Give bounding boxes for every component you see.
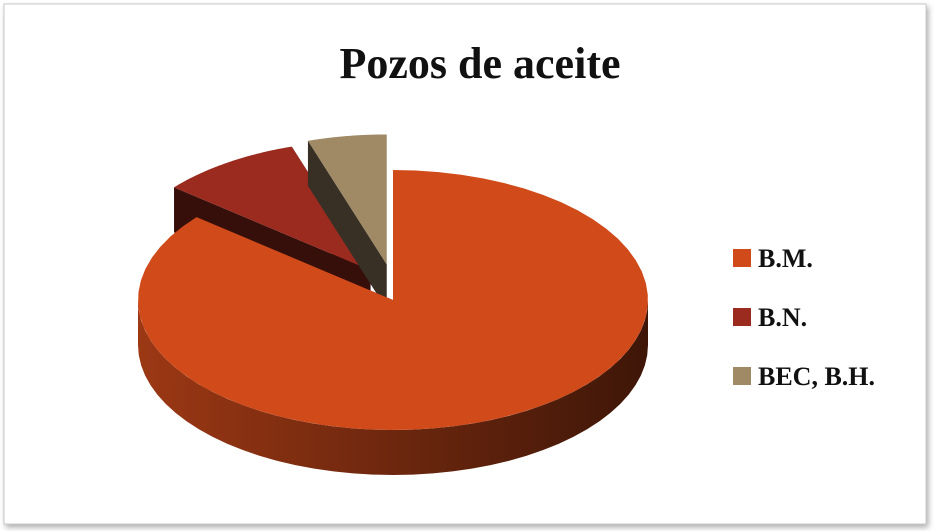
legend-label: B.N. — [758, 303, 807, 332]
legend: B.M. B.N. BEC, B.H. — [733, 244, 875, 391]
pie — [138, 134, 648, 475]
legend-swatch — [733, 308, 751, 326]
legend-swatch — [733, 367, 751, 385]
slice — [174, 146, 371, 271]
legend-label: B.M. — [758, 244, 813, 273]
legend-label: BEC, B.H. — [758, 362, 875, 391]
legend-swatch — [733, 249, 751, 267]
chart-title: Pozos de aceite — [340, 39, 621, 88]
slice-side — [138, 300, 648, 475]
slice — [138, 170, 648, 430]
slice — [307, 134, 387, 265]
slice-side — [307, 140, 387, 310]
